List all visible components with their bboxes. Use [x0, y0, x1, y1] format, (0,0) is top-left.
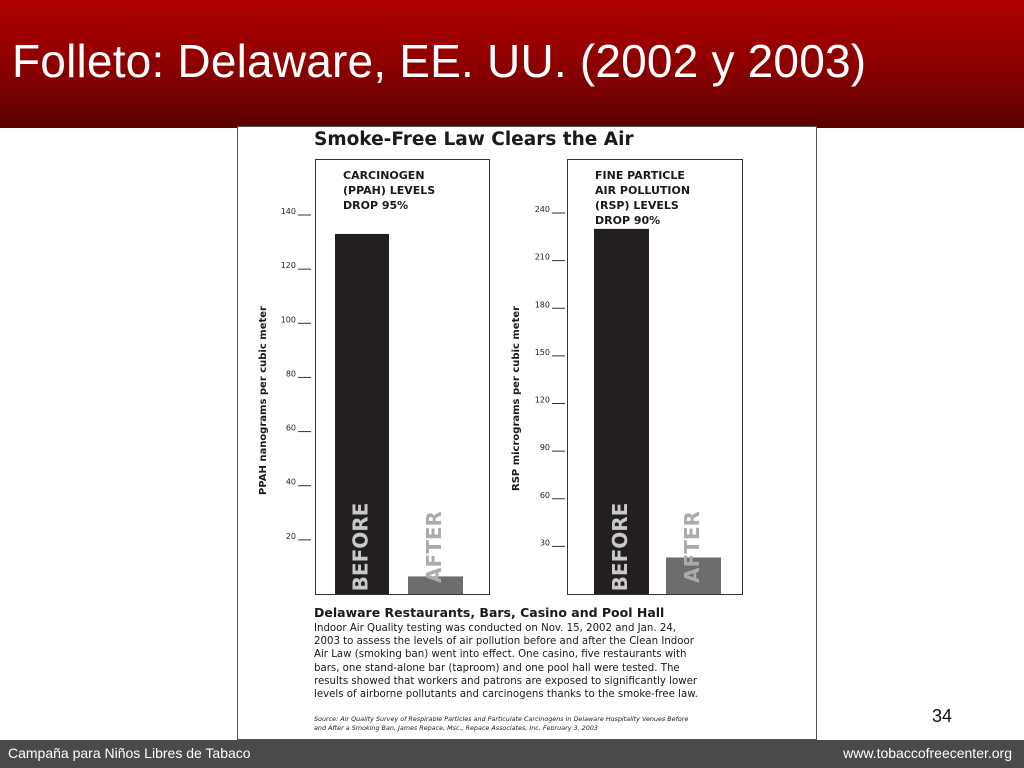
ppah-chart-heading: CARCINOGEN (PPAH) LEVELS DROP 95%	[343, 168, 435, 213]
source-line: and After a Smoking Ban, James Repace, M…	[314, 724, 598, 732]
rsp-y-tick-label: 240	[535, 205, 550, 214]
rsp-y-tick-label: 180	[535, 300, 550, 309]
study-body-line: Indoor Air Quality testing was conducted…	[314, 623, 677, 634]
rsp-y-tick-label: 120	[535, 396, 550, 405]
source-citation: Source: Air Quality Survey of Respirable…	[314, 715, 688, 733]
title-bar: Folleto: Delaware, EE. UU. (2002 y 2003)	[0, 0, 1024, 128]
flyer-title: Smoke-Free Law Clears the Air	[314, 129, 634, 150]
study-heading: Delaware Restaurants, Bars, Casino and P…	[314, 605, 665, 620]
ppah-y-tick-label: 100	[281, 315, 296, 324]
ppah-y-tick-label: 80	[286, 369, 296, 378]
ppah-y-tick-label: 140	[281, 207, 296, 216]
ppah-heading-line: (PPAH) LEVELS	[343, 184, 436, 197]
footer-bar: Campaña para Niños Libres de Tabaco www.…	[0, 740, 1024, 768]
study-body-line: Air Law (smoking ban) went into effect. …	[314, 649, 687, 661]
source-line: Source: Air Quality Survey of Respirable…	[314, 715, 689, 723]
bar-charts: 20 40 60 80 100 120 140 BEFORE AFTER 30 60 90 120 150…	[281, 205, 721, 594]
study-description: Delaware Restaurants, Bars, Casino and P…	[314, 605, 794, 701]
ppah-y-tick-label: 60	[286, 424, 296, 433]
rsp-bar-before	[594, 228, 649, 594]
ppah-heading-line: DROP 95%	[343, 199, 409, 212]
ppah-heading-line: CARCINOGEN	[343, 169, 425, 182]
slide-title: Folleto: Delaware, EE. UU. (2002 y 2003)	[12, 35, 867, 87]
rsp-chart-heading: FINE PARTICLE AIR POLLUTION (RSP) LEVELS…	[595, 168, 690, 228]
study-body: Indoor Air Quality testing was conducted…	[314, 622, 794, 701]
rsp-bar-label-after: AFTER	[680, 511, 704, 583]
rsp-y-tick-label: 150	[535, 348, 550, 357]
rsp-heading-line: (RSP) LEVELS	[595, 199, 679, 212]
ppah-y-tick-label: 20	[286, 532, 296, 541]
rsp-y-tick-label: 210	[535, 253, 550, 262]
flyer: Smoke-Free Law Clears the Air CARCINOGEN…	[237, 126, 817, 740]
rsp-bar-label-before: BEFORE	[608, 503, 632, 592]
rsp-heading-line: FINE PARTICLE	[595, 169, 685, 182]
footer-website: www.tobaccofreecenter.org	[843, 745, 1012, 761]
rsp-y-tick-label: 30	[540, 538, 550, 547]
study-body-line: results showed that workers and patrons …	[314, 675, 698, 687]
study-body-line: 2003 to assess the levels of air polluti…	[314, 636, 694, 648]
rsp-y-tick-label: 60	[540, 491, 550, 500]
rsp-y-tick-label: 90	[540, 443, 550, 452]
rsp-heading-line: AIR POLLUTION	[595, 184, 691, 197]
ppah-bar-before	[335, 233, 389, 594]
ppah-bar-label-after: AFTER	[422, 511, 446, 583]
footer-organization: Campaña para Niños Libres de Tabaco	[8, 745, 251, 761]
ppah-bar-label-before: BEFORE	[349, 503, 373, 592]
study-body-line: bars, one stand-alone bar (taproom) and …	[314, 662, 680, 674]
rsp-heading-line: DROP 90%	[595, 214, 661, 227]
ppah-bar-after	[408, 576, 463, 594]
slide-number: 34	[932, 706, 953, 726]
rsp-bar-after	[666, 557, 721, 594]
ppah-y-tick-label: 120	[281, 261, 296, 270]
ppah-y-tick-label: 40	[286, 478, 296, 487]
study-body-line: levels of airborne pollutants and carcin…	[314, 689, 698, 701]
